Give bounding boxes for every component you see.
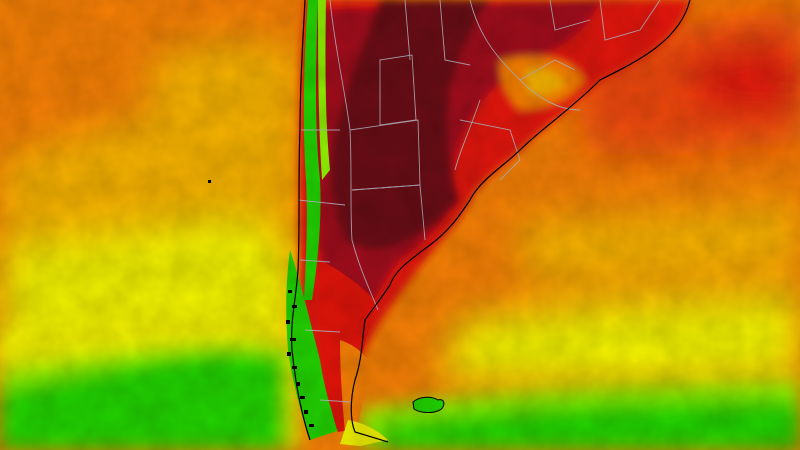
temperature-map — [0, 0, 800, 450]
temperature-map-canvas — [0, 0, 800, 450]
texture-overlay — [0, 0, 800, 450]
